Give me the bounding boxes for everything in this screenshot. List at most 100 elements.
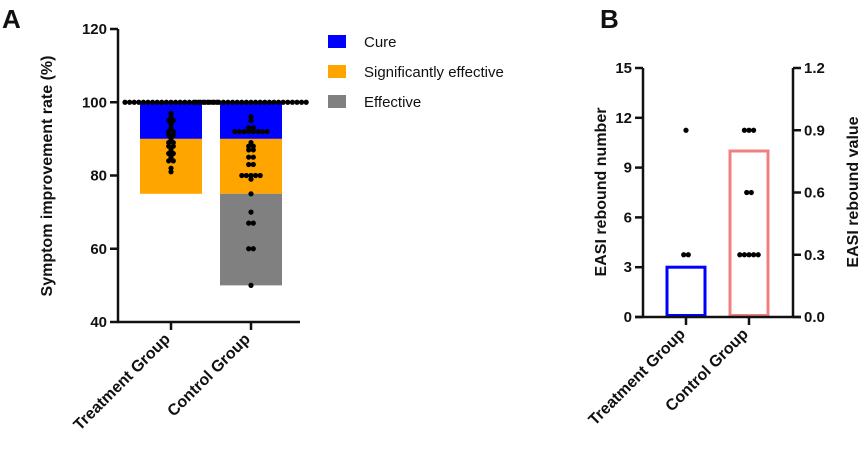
data-point	[232, 128, 238, 135]
data-point	[250, 147, 256, 153]
data-point	[280, 99, 286, 105]
bar-effective	[220, 193, 282, 286]
data-point	[230, 99, 236, 105]
data-point	[243, 172, 249, 179]
y2-axis-title: EASI rebound value	[845, 116, 862, 267]
data-point	[246, 161, 252, 168]
data-point	[193, 99, 199, 105]
data-point	[264, 128, 270, 135]
data-point	[246, 128, 252, 135]
y2-tick-label: 0.6	[804, 185, 825, 202]
data-point	[246, 154, 252, 160]
data-point	[234, 99, 240, 105]
data-point	[243, 99, 249, 105]
legend-swatch	[328, 95, 346, 108]
data-point	[751, 252, 757, 258]
data-point	[170, 139, 176, 146]
data-point	[239, 172, 245, 179]
y2-tick-label: 0.3	[804, 247, 825, 264]
data-point	[246, 125, 252, 131]
data-point	[154, 99, 160, 105]
data-point	[250, 154, 256, 160]
data-point	[145, 99, 151, 105]
data-point	[255, 128, 261, 135]
y-tick-label: 15	[615, 60, 632, 77]
data-point	[250, 246, 256, 252]
data-point	[207, 99, 213, 105]
panel-b-label: B	[600, 4, 619, 34]
bar-significantly-effective	[220, 138, 282, 194]
data-point	[225, 99, 231, 105]
data-point	[266, 99, 272, 105]
data-point	[166, 139, 172, 146]
legend-label: Cure	[364, 34, 397, 51]
data-point	[262, 99, 268, 105]
data-point	[168, 121, 174, 127]
y-tick-label: 100	[82, 94, 107, 111]
y-tick-label: 3	[624, 259, 632, 276]
data-point	[746, 252, 752, 258]
y2-tick-label: 1.2	[804, 60, 825, 77]
data-point	[681, 252, 687, 258]
data-point	[246, 246, 252, 252]
bar-control-group	[728, 149, 770, 317]
data-point	[239, 99, 245, 105]
data-point	[741, 127, 748, 133]
data-point	[168, 110, 174, 116]
data-point	[127, 99, 133, 105]
data-point	[168, 165, 174, 171]
data-point	[248, 209, 254, 215]
data-point	[246, 147, 252, 153]
data-point	[257, 172, 263, 179]
data-point	[220, 99, 226, 105]
y2-tick-label: 0.0	[804, 309, 825, 326]
data-point	[159, 99, 165, 105]
data-point	[250, 220, 256, 226]
data-point	[168, 169, 174, 175]
bar-treatment-group	[665, 265, 707, 318]
data-point	[197, 99, 203, 105]
data-point	[303, 99, 309, 105]
data-point	[250, 161, 256, 168]
data-point	[250, 143, 256, 149]
legend-label: Significantly effective	[364, 64, 504, 81]
data-point	[177, 99, 183, 105]
data-point	[685, 252, 691, 258]
data-point	[259, 128, 266, 135]
data-point	[150, 99, 156, 105]
data-point	[140, 99, 146, 105]
data-point	[122, 99, 128, 105]
data-point	[746, 127, 752, 133]
y-tick-label: 0	[624, 309, 632, 326]
y-tick-label: 120	[82, 21, 107, 38]
data-point	[271, 99, 277, 105]
data-point	[294, 99, 300, 105]
data-point	[248, 282, 254, 288]
y-tick-label: 6	[624, 209, 632, 226]
data-point	[285, 99, 291, 105]
data-point	[216, 99, 222, 105]
data-point	[248, 191, 254, 197]
data-point	[170, 158, 176, 164]
y-tick-label: 9	[624, 160, 632, 177]
data-point	[211, 99, 217, 105]
y2-tick-label: 0.9	[804, 122, 825, 139]
data-point	[166, 128, 172, 135]
data-point	[246, 143, 252, 149]
data-point	[136, 99, 142, 105]
y-axis-title: EASI rebound number	[593, 108, 610, 277]
data-point	[289, 99, 295, 105]
data-point	[182, 99, 188, 105]
data-point	[683, 127, 689, 133]
data-point	[186, 99, 192, 105]
legend-swatch	[328, 35, 346, 48]
data-point	[236, 128, 243, 135]
data-point	[253, 172, 259, 179]
data-point	[250, 125, 256, 131]
y-axis-title: Symptom improvement rate (%)	[39, 56, 56, 297]
data-point	[751, 127, 757, 133]
data-point	[246, 220, 252, 226]
data-point	[166, 158, 172, 164]
legend-label: Effective	[364, 94, 421, 111]
